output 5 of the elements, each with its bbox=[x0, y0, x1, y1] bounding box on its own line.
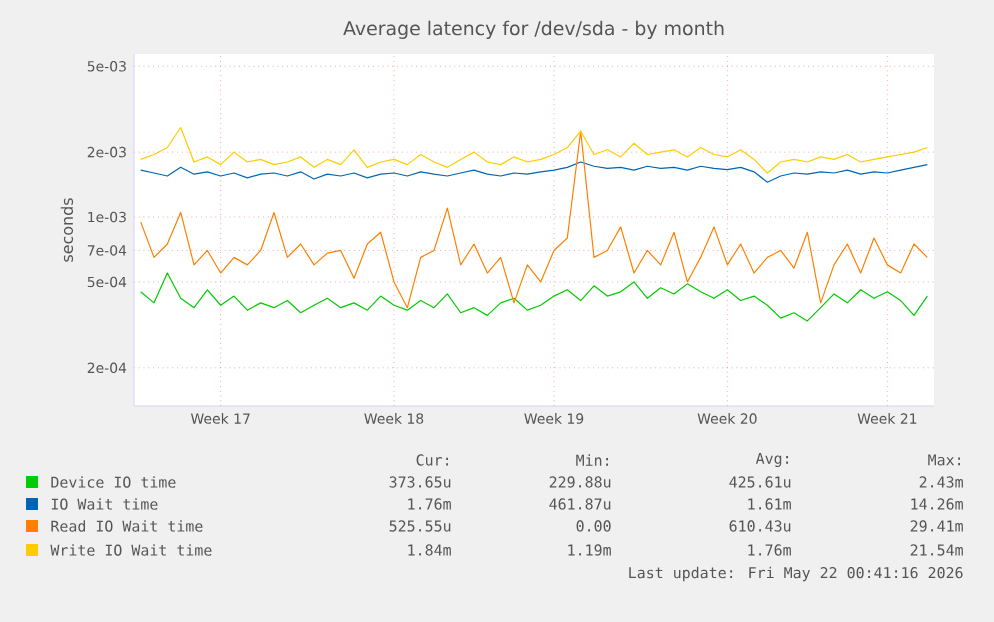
chart-title: Average latency for /dev/sda - by month bbox=[343, 20, 724, 40]
line-series bbox=[140, 272, 928, 322]
line-series bbox=[140, 126, 928, 174]
line-series bbox=[140, 161, 928, 183]
line-series bbox=[140, 130, 928, 309]
